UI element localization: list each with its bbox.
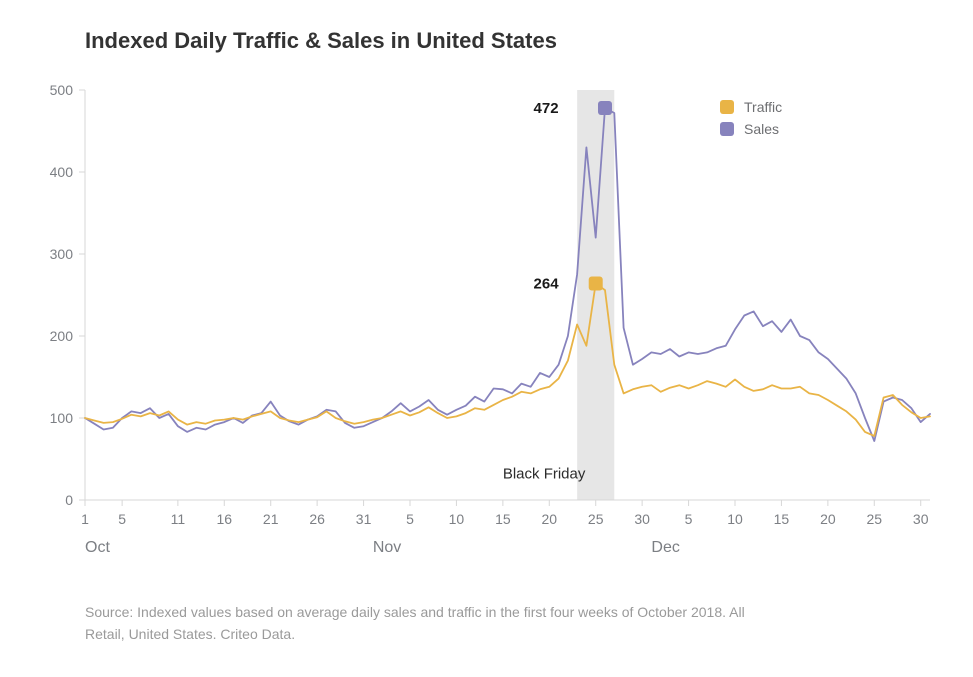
x-tick-label: 25 — [866, 511, 882, 527]
x-tick-label: 20 — [541, 511, 557, 527]
x-tick-label: 10 — [727, 511, 743, 527]
x-tick-label: 15 — [774, 511, 790, 527]
legend-swatch — [720, 122, 734, 136]
x-tick-label: 21 — [263, 511, 279, 527]
y-tick-label: 500 — [50, 82, 74, 98]
x-tick-label: 5 — [118, 511, 126, 527]
month-label: Nov — [373, 539, 401, 556]
source-note: Retail, United States. Criteo Data. — [85, 626, 295, 642]
source-note: Source: Indexed values based on average … — [85, 604, 745, 620]
x-tick-label: 10 — [449, 511, 465, 527]
x-tick-label: 5 — [685, 511, 693, 527]
peak-label: 472 — [534, 100, 559, 117]
event-label: Black Friday — [503, 466, 586, 483]
legend-label: Sales — [744, 121, 779, 137]
x-tick-label: 25 — [588, 511, 604, 527]
x-tick-label: 30 — [634, 511, 650, 527]
x-tick-label: 30 — [913, 511, 929, 527]
peak-label: 264 — [534, 276, 560, 293]
highlight-band — [577, 90, 614, 500]
x-tick-label: 20 — [820, 511, 836, 527]
y-tick-label: 300 — [50, 246, 74, 262]
y-tick-label: 400 — [50, 164, 74, 180]
legend-label: Traffic — [744, 99, 782, 115]
peak-marker — [598, 101, 612, 115]
y-tick-label: 200 — [50, 328, 74, 344]
legend-swatch — [720, 100, 734, 114]
x-tick-label: 31 — [356, 511, 372, 527]
x-tick-label: 1 — [81, 511, 89, 527]
month-label: Oct — [85, 539, 110, 556]
x-tick-label: 26 — [309, 511, 325, 527]
chart-title: Indexed Daily Traffic & Sales in United … — [85, 28, 557, 53]
x-tick-label: 5 — [406, 511, 414, 527]
y-tick-label: 0 — [65, 492, 73, 508]
month-label: Dec — [651, 539, 679, 556]
y-tick-label: 100 — [50, 410, 74, 426]
traffic-sales-chart: Indexed Daily Traffic & Sales in United … — [0, 0, 973, 677]
x-tick-label: 16 — [216, 511, 232, 527]
peak-marker — [589, 277, 603, 291]
x-tick-label: 15 — [495, 511, 511, 527]
x-tick-label: 11 — [171, 511, 186, 527]
